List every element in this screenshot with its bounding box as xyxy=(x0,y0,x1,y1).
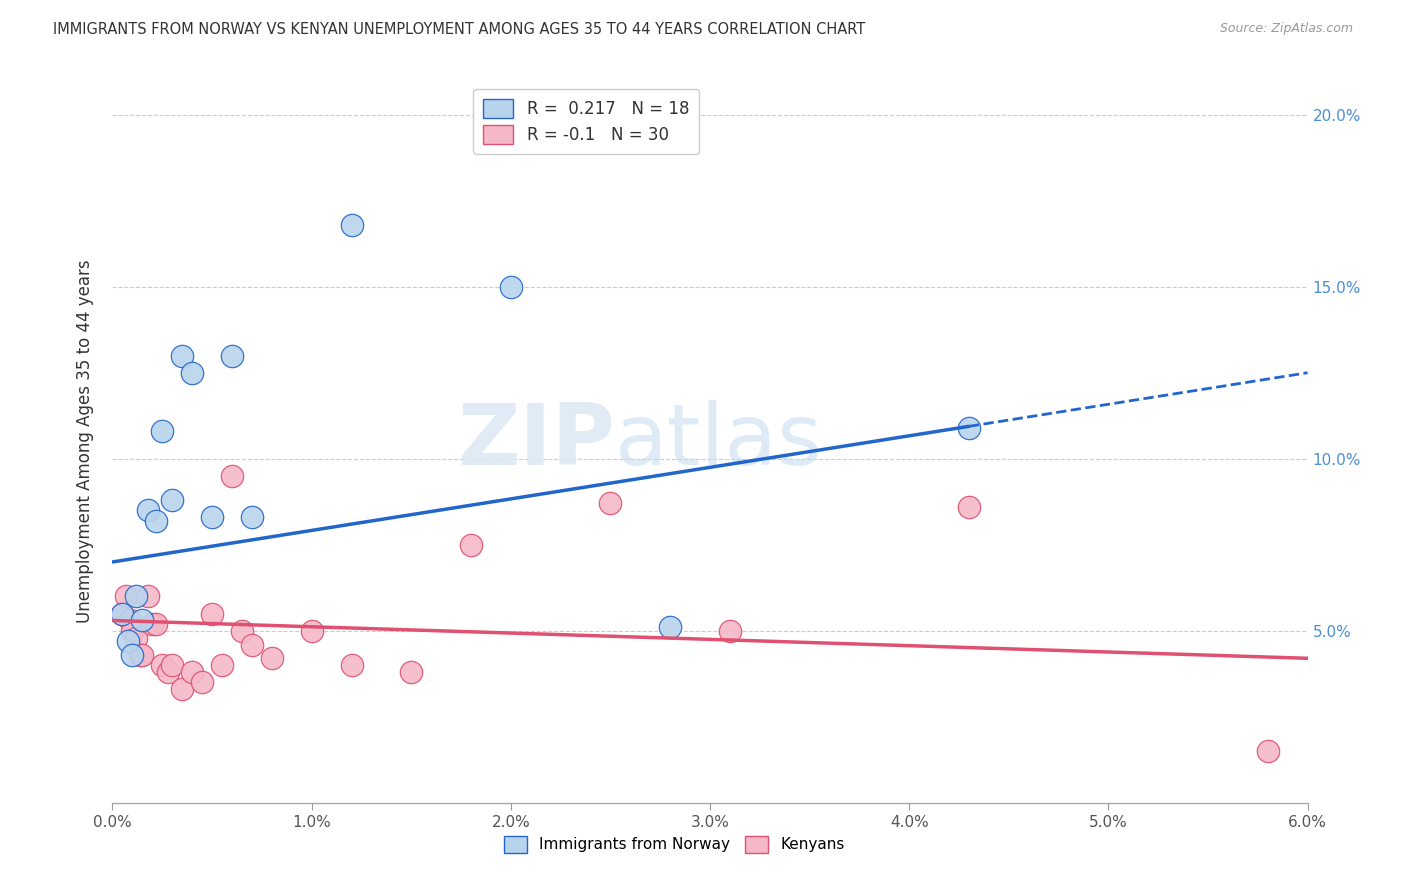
Point xyxy=(401,665,423,679)
Point xyxy=(301,624,323,638)
Point xyxy=(125,631,148,645)
Text: IMMIGRANTS FROM NORWAY VS KENYAN UNEMPLOYMENT AMONG AGES 35 TO 44 YEARS CORRELAT: IMMIGRANTS FROM NORWAY VS KENYAN UNEMPLO… xyxy=(53,22,866,37)
Point xyxy=(172,682,194,697)
Y-axis label: Unemployment Among Ages 35 to 44 years: Unemployment Among Ages 35 to 44 years xyxy=(76,260,94,624)
Point xyxy=(138,503,160,517)
Point xyxy=(957,421,980,435)
Point xyxy=(121,648,143,662)
Point xyxy=(117,634,139,648)
Point xyxy=(181,665,204,679)
Point xyxy=(111,607,134,621)
Point xyxy=(131,614,153,628)
Point xyxy=(138,590,160,604)
Point xyxy=(111,607,134,621)
Point xyxy=(718,624,741,638)
Point xyxy=(499,279,522,293)
Point xyxy=(120,614,142,628)
Point xyxy=(172,349,194,363)
Point xyxy=(957,500,980,514)
Point xyxy=(211,658,233,673)
Point xyxy=(191,675,214,690)
Point xyxy=(340,218,363,232)
Point xyxy=(115,590,138,604)
Point xyxy=(260,651,283,665)
Point xyxy=(659,620,682,634)
Point xyxy=(221,349,243,363)
Point xyxy=(221,469,243,483)
Point xyxy=(141,616,163,631)
Point xyxy=(240,638,263,652)
Point xyxy=(145,616,167,631)
Point xyxy=(157,665,180,679)
Text: Source: ZipAtlas.com: Source: ZipAtlas.com xyxy=(1219,22,1353,36)
Legend: Immigrants from Norway, Kenyans: Immigrants from Norway, Kenyans xyxy=(496,829,852,860)
Point xyxy=(150,658,173,673)
Point xyxy=(240,510,263,524)
Point xyxy=(150,424,173,438)
Point xyxy=(162,493,183,508)
Point xyxy=(181,366,204,380)
Point xyxy=(460,538,482,552)
Text: ZIP: ZIP xyxy=(457,400,614,483)
Point xyxy=(340,658,363,673)
Point xyxy=(201,510,224,524)
Point xyxy=(599,496,621,510)
Point xyxy=(201,607,224,621)
Point xyxy=(145,514,167,528)
Point xyxy=(1257,744,1279,758)
Point xyxy=(131,648,153,662)
Text: atlas: atlas xyxy=(614,400,823,483)
Point xyxy=(162,658,183,673)
Point xyxy=(129,648,152,662)
Point xyxy=(121,624,143,638)
Point xyxy=(125,590,148,604)
Point xyxy=(231,624,253,638)
